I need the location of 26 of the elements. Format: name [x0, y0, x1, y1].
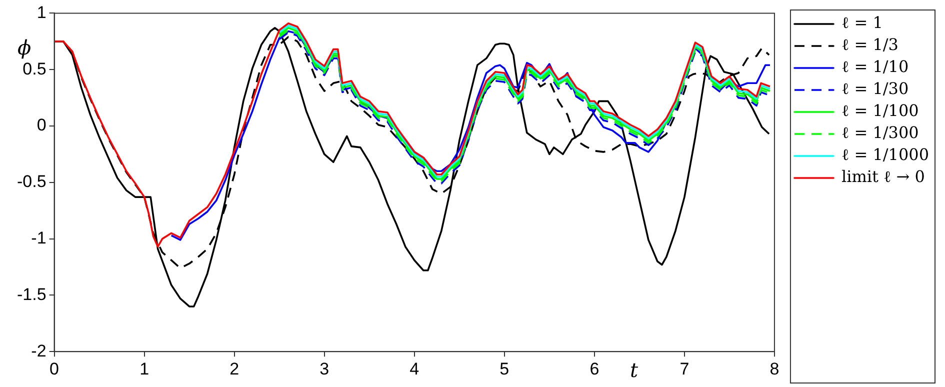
x-axis-title: t [630, 358, 640, 382]
x-tick-label: 8 [770, 359, 780, 378]
x-tick-label: 3 [320, 359, 330, 378]
x-tick-label: 7 [680, 359, 690, 378]
y-tick-label: 1 [36, 2, 46, 22]
x-tick-label: 6 [590, 359, 600, 378]
legend-label: ℓ = 1/30 [841, 79, 909, 98]
legend-label: ℓ = 1/1000 [841, 145, 929, 164]
x-tick-label: 1 [140, 359, 150, 378]
legend-label: ℓ = 1/10 [841, 57, 909, 76]
x-tick-label: 4 [410, 359, 420, 378]
x-tick-label: 2 [230, 359, 240, 378]
x-tick-label: 5 [500, 359, 510, 378]
y-tick-label: -0.5 [16, 172, 46, 192]
legend-label: ℓ = 1/3 [841, 35, 898, 54]
y-tick-label: 0.5 [22, 59, 46, 78]
x-tick-label: 0 [50, 359, 60, 378]
legend-label: ℓ = 1/300 [841, 123, 919, 142]
legend-label: limit ℓ → 0 [841, 167, 925, 186]
legend-label: ℓ = 1/100 [841, 101, 919, 120]
y-tick-label: 0 [36, 116, 46, 135]
y-tick-label: -1 [31, 228, 46, 248]
y-tick-label: -1.5 [16, 284, 46, 304]
legend-label: ℓ = 1 [841, 13, 883, 32]
y-tick-label: -2 [31, 341, 46, 360]
y-axis-title: ϕ [17, 35, 32, 60]
